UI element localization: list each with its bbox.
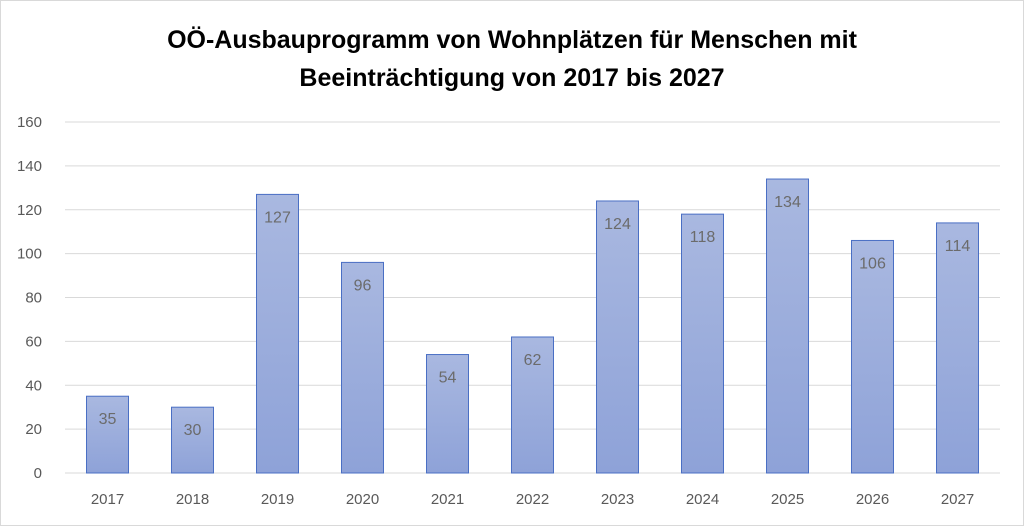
data-label-2021: 54 [439,370,457,387]
x-tick-label: 2022 [516,491,549,508]
x-tick-label: 2024 [686,491,719,508]
y-tick-label: 0 [34,465,42,482]
data-label-2017: 35 [99,411,117,428]
x-axis-ticks: 2017 2018 2019 2020 2021 2022 2023 2024 2025 2026… [91,491,974,508]
y-tick-label: 60 [25,333,42,350]
x-tick-label: 2017 [91,491,124,508]
data-label-2026: 106 [859,255,886,272]
bar-2019 [256,193,299,474]
y-tick-label: 100 [17,246,42,263]
x-tick-label: 2019 [261,491,294,508]
data-label-2025: 134 [774,194,801,211]
y-axis-ticks: 0 20 40 60 80 100 120 140 160 [17,114,42,482]
bar-2017 [86,395,129,474]
bar-2024 [681,213,724,474]
bars: 35 30 127 96 54 62 124 118 134 106 114 [86,178,979,474]
x-tick-label: 2018 [176,491,209,508]
x-tick-label: 2025 [771,491,804,508]
x-tick-label: 2020 [346,491,379,508]
bar-2020 [341,261,384,474]
y-tick-label: 20 [25,421,42,438]
x-tick-label: 2027 [941,491,974,508]
chart-title: OÖ-Ausbauprogramm von Wohnplätzen für Me… [1,21,1023,97]
x-tick-label: 2023 [601,491,634,508]
data-label-2022: 62 [524,352,542,369]
data-label-2024: 118 [690,229,716,246]
y-tick-label: 160 [17,114,42,131]
bar-2021 [426,354,469,474]
data-label-2019: 127 [264,209,291,226]
bar-2025 [766,178,809,474]
bar-2027 [936,222,979,474]
bar-2022 [511,336,554,474]
data-label-2027: 114 [945,238,971,255]
chart-title-line-1: OÖ-Ausbauprogramm von Wohnplätzen für Me… [167,26,857,54]
bar-2023 [596,200,639,474]
bar-2026 [851,239,894,474]
data-label-2018: 30 [184,422,202,439]
bar-2018 [171,406,214,474]
x-tick-label: 2026 [856,491,889,508]
chart-title-line-2: Beeinträchtigung von 2017 bis 2027 [299,64,725,92]
data-label-2023: 124 [604,216,631,233]
y-tick-label: 80 [25,290,42,307]
x-tick-label: 2021 [431,491,464,508]
y-tick-label: 140 [17,158,42,175]
data-label-2020: 96 [354,277,372,294]
y-tick-label: 120 [17,202,42,219]
y-tick-label: 40 [25,377,42,394]
